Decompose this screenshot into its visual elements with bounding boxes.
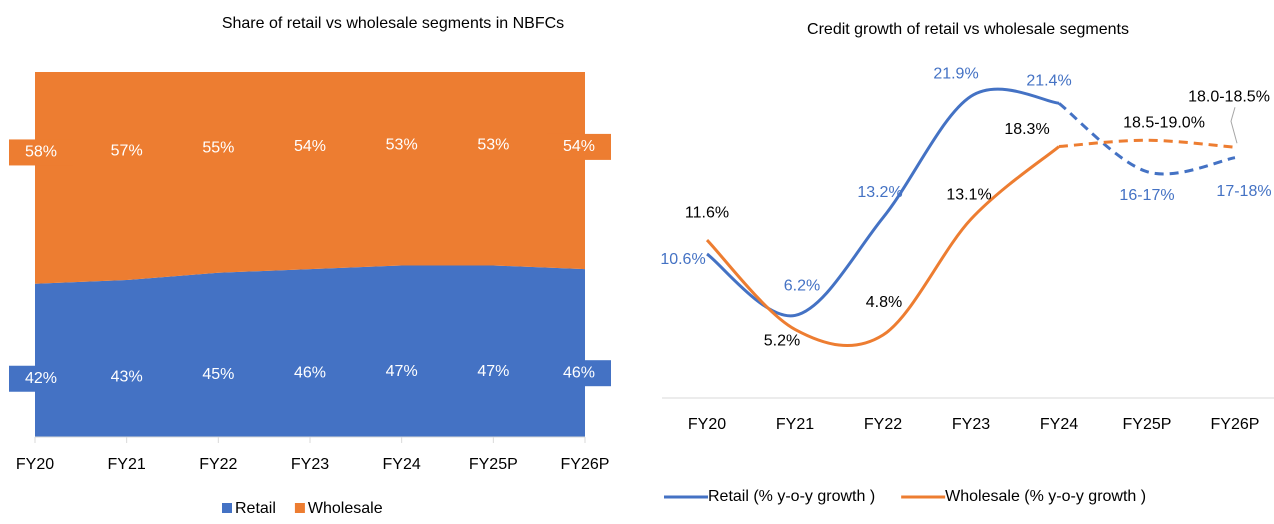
data-label: 6.2% [784,278,820,295]
data-label: 53% [386,137,418,154]
legend-label: Retail (% y-o-y growth ) [708,488,875,505]
label-box [547,133,611,160]
area [35,72,585,284]
data-label: 46% [294,364,326,381]
data-label: 54% [563,138,595,155]
x-tick-label: FY25P [1123,416,1172,433]
data-label: 55% [202,140,234,157]
x-tick-label: FY23 [952,416,990,433]
label-box [9,365,73,392]
data-label: 21.9% [933,65,978,82]
chart-title: Share of retail vs wholesale segments in… [222,15,564,32]
legend-swatch [294,503,305,513]
x-tick-label: FY26P [1211,416,1260,433]
legend-label: Wholesale (% y-o-y growth ) [945,488,1146,505]
data-label: 47% [477,363,509,380]
data-label: 47% [386,363,418,380]
x-tick-label: FY20 [688,416,726,433]
x-tick-label: FY21 [108,456,146,473]
data-label: 46% [563,364,595,381]
x-tick-label: FY22 [864,416,902,433]
x-tick-label: FY21 [776,416,814,433]
data-label: 18.5-19.0% [1123,114,1205,131]
data-label: 43% [111,369,143,386]
x-tick-label: FY24 [1040,416,1078,433]
projected-line [1058,138,1236,149]
data-label: 42% [25,370,57,387]
data-label: 45% [202,366,234,383]
data-label: 4.8% [866,294,902,311]
legend-label: Wholesale [308,500,383,517]
data-label: 5.2% [764,333,800,350]
x-tick-label: FY23 [291,456,329,473]
data-label: 11.6% [685,204,729,221]
x-tick-label: FY20 [16,456,54,473]
data-label: 58% [25,144,57,161]
projected-line [1058,102,1236,176]
x-tick-label: FY26P [561,456,610,473]
leader-line [1230,107,1238,144]
data-label: 54% [294,138,326,155]
data-label: 18.3% [1004,121,1049,138]
line [705,145,1060,348]
area [35,265,585,437]
x-tick-label: FY22 [199,456,237,473]
x-tick-label: FY24 [383,456,421,473]
data-label: 13.1% [946,186,991,203]
label-box [547,360,611,387]
label-box [9,139,73,166]
legend-swatch [222,503,232,513]
legend-label: Retail [235,500,276,517]
data-label: 17-18% [1216,183,1271,200]
data-label: 18.0-18.5% [1188,88,1270,105]
data-label: 21.4% [1026,72,1071,89]
data-label: 57% [111,142,143,159]
data-label: 16-17% [1119,187,1174,204]
chart-title: Credit growth of retail vs wholesale seg… [807,21,1129,38]
data-label: 10.6% [660,251,705,268]
data-label: 13.2% [857,184,902,201]
data-label: 53% [477,137,509,154]
x-tick-label: FY25P [469,456,518,473]
